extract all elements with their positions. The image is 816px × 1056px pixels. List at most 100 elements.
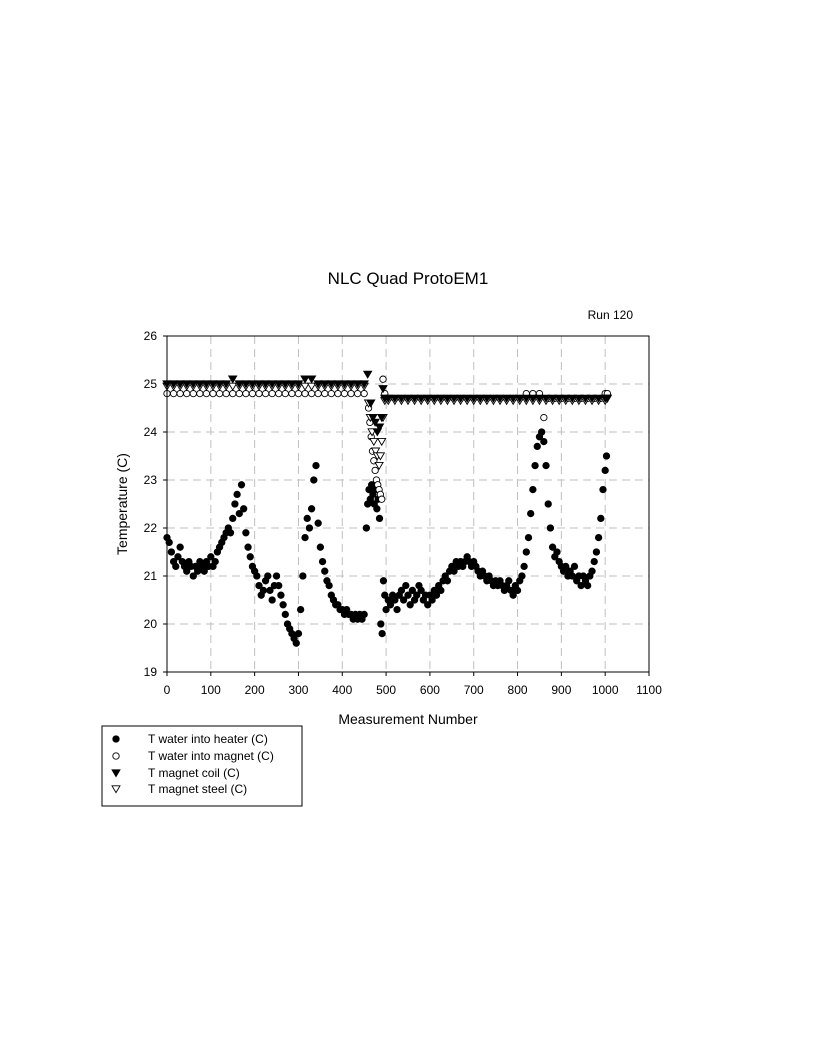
water-heater-point (235, 509, 243, 518)
magnet-coil-point (534, 394, 545, 403)
magnet-coil-point (574, 394, 584, 403)
x-tick-label: 300 (288, 683, 308, 697)
water-heater-point (450, 567, 458, 575)
water-heater-point (279, 601, 287, 609)
water-magnet-point (209, 389, 217, 398)
legend-markers (111, 735, 121, 794)
legend-marker-magnet-steel (111, 785, 121, 794)
magnet-coil-point (422, 394, 433, 403)
magnet-coil-point (376, 413, 387, 423)
water-heater-point (321, 567, 329, 575)
x-axis-label: Measurement Number (338, 711, 478, 727)
magnet-coil-point (416, 394, 426, 403)
water-heater-point (242, 529, 250, 537)
water-heater-point (233, 490, 241, 499)
water-magnet-point (176, 389, 184, 398)
water-heater-point (268, 596, 276, 604)
water-heater-point (183, 567, 191, 575)
legend-label-magnet-coil: T magnet coil (C) (148, 766, 240, 780)
water-magnet-point (235, 389, 243, 398)
water-heater-point (570, 562, 579, 571)
magnet-coil-point (429, 394, 440, 403)
water-heater-point (443, 577, 452, 585)
water-heater-point (244, 543, 252, 551)
magnet-coil-point (462, 394, 472, 403)
water-heater-point (207, 553, 215, 561)
water-heater-point (176, 543, 184, 551)
legend-marker-water-heater (112, 735, 120, 743)
magnet-coil-point (333, 380, 343, 389)
water-heater-point (518, 572, 526, 580)
water-magnet-point (371, 466, 379, 475)
magnet-coil-point (300, 375, 310, 384)
magnet-coil-point (168, 380, 179, 389)
magnet-coil-point (352, 380, 363, 389)
water-heater-point (373, 505, 381, 513)
water-heater-point (277, 591, 285, 599)
magnet-coil-point (293, 380, 304, 389)
magnet-coil-point (247, 380, 258, 389)
x-tick-label: 400 (332, 683, 352, 697)
magnet-coil-point (241, 380, 251, 389)
water-heater-point (299, 572, 307, 580)
magnet-coil-point (267, 380, 277, 389)
water-heater-point (303, 514, 311, 523)
water-heater-point (553, 548, 561, 556)
x-tick-label: 0 (164, 683, 171, 697)
water-magnet-point (288, 389, 296, 398)
water-heater-point (522, 548, 530, 556)
water-magnet-point (281, 389, 289, 398)
water-heater-point (428, 596, 436, 604)
water-heater-point (546, 524, 555, 532)
legend-marker-water-magnet (112, 752, 120, 760)
water-heater-point (408, 586, 417, 595)
water-heater-point (189, 572, 197, 580)
magnet-coil-point (396, 394, 407, 403)
water-magnet-point (183, 389, 191, 398)
y-tick-label: 23 (144, 473, 158, 487)
magnet-coil-point (214, 380, 225, 389)
water-magnet-point (248, 389, 257, 398)
magnet-coil-point (442, 394, 453, 403)
water-heater-point (378, 629, 386, 638)
magnet-coil-point (580, 394, 591, 403)
y-tick-label: 25 (144, 377, 158, 391)
legend-box (101, 725, 303, 807)
chart-subtitle: Run 120 (588, 308, 634, 322)
water-magnet-point (327, 389, 335, 398)
magnet-coil-point (378, 385, 388, 394)
magnet-coil-point (482, 394, 492, 403)
water-heater-point (597, 514, 605, 523)
magnet-coil-point (188, 380, 199, 389)
magnet-coil-point (514, 394, 525, 403)
magnet-coil-point (339, 380, 350, 389)
magnet-steel-point (369, 437, 379, 447)
water-heater-point (316, 543, 325, 551)
water-heater-point (240, 505, 248, 513)
magnet-steel-point (375, 452, 386, 461)
water-magnet-point (334, 389, 342, 398)
magnet-coil-point (374, 423, 385, 432)
magnet-steel-point (370, 447, 381, 456)
x-tick-label: 100 (201, 683, 221, 697)
magnet-coil-point (201, 380, 212, 389)
magnet-coil-point (403, 394, 413, 403)
water-heater-point (237, 481, 246, 489)
x-tick-label: 800 (508, 683, 528, 697)
magnet-coil-point (175, 380, 185, 389)
water-magnet-point (196, 389, 204, 398)
chart-title: NLC Quad ProtoEM1 (328, 269, 489, 288)
water-heater-point (167, 548, 176, 556)
magnet-coil-point (436, 394, 446, 403)
water-heater-point (375, 514, 384, 523)
plot-area-frame (166, 335, 650, 673)
y-tick-label: 24 (144, 425, 158, 439)
magnet-coil-point (560, 394, 571, 403)
water-heater-point (527, 509, 535, 518)
water-heater-point (531, 461, 539, 470)
water-heater-point (281, 610, 289, 619)
water-heater-point (259, 586, 268, 595)
legend-label-water-heater: T water into heater (C) (148, 732, 268, 746)
water-heater-point (513, 586, 522, 595)
